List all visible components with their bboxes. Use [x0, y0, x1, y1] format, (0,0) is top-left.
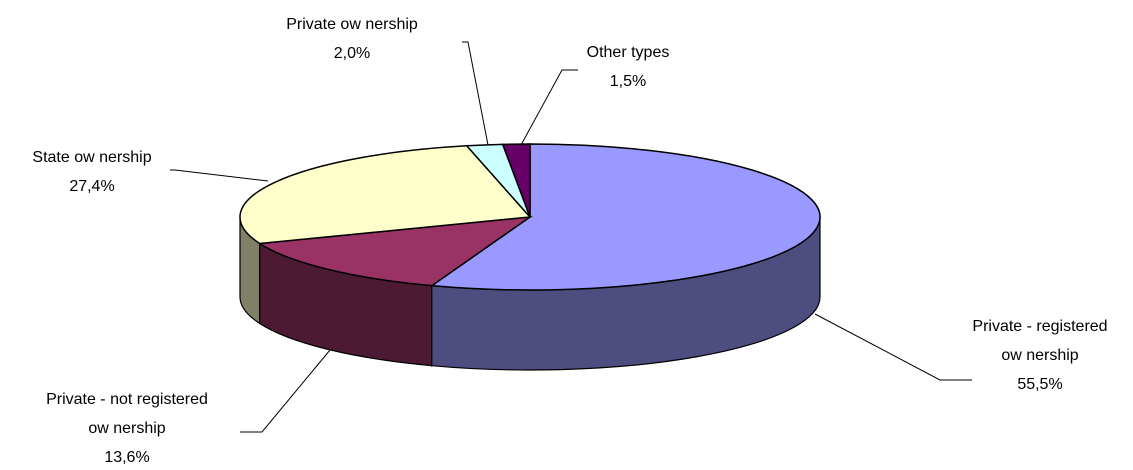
slice-label-private-not-registered: Private - not registered ow nership 13,6…	[46, 391, 208, 466]
slice-label-private-registered: Private - registered ow nership 55,5%	[972, 318, 1107, 393]
slice-label-state: State ow nership 27,4%	[32, 149, 151, 195]
leader-line-private-ownership	[462, 41, 489, 146]
label-private-not-registered-line1: Private - not registered	[46, 391, 208, 408]
label-private-registered-line2: ow nership	[1001, 347, 1078, 364]
label-state-line1: State ow nership	[32, 149, 151, 166]
slice-label-private-ownership: Private ow nership 2,0%	[286, 16, 418, 62]
pie-slice-private-not-registered	[257, 215, 533, 287]
leader-lines	[170, 41, 972, 433]
leader-line-state	[170, 169, 269, 182]
label-private-registered-value: 55,5%	[1017, 376, 1062, 393]
leader-line-private-not-registered	[240, 349, 331, 433]
slice-label-other-types: Other types 1,5%	[587, 44, 670, 90]
label-private-registered-line1: Private - registered	[972, 318, 1107, 335]
pie-slice-state	[239, 144, 532, 245]
label-other-types-line1: Other types	[587, 44, 670, 61]
pie-slice-other-types	[501, 143, 531, 218]
label-private-ownership-line1: Private ow nership	[286, 16, 418, 33]
leader-line-private-registered	[814, 313, 972, 381]
label-private-ownership-value: 2,0%	[334, 45, 370, 62]
label-private-not-registered-line2: ow nership	[88, 420, 165, 437]
label-private-not-registered-value: 13,6%	[104, 449, 149, 466]
pie-slice-private-registered	[429, 143, 821, 291]
label-other-types-value: 1,5%	[610, 73, 646, 90]
pie-top-faces	[239, 143, 821, 291]
label-state-value: 27,4%	[69, 178, 114, 195]
leader-line-other-types	[520, 69, 578, 146]
